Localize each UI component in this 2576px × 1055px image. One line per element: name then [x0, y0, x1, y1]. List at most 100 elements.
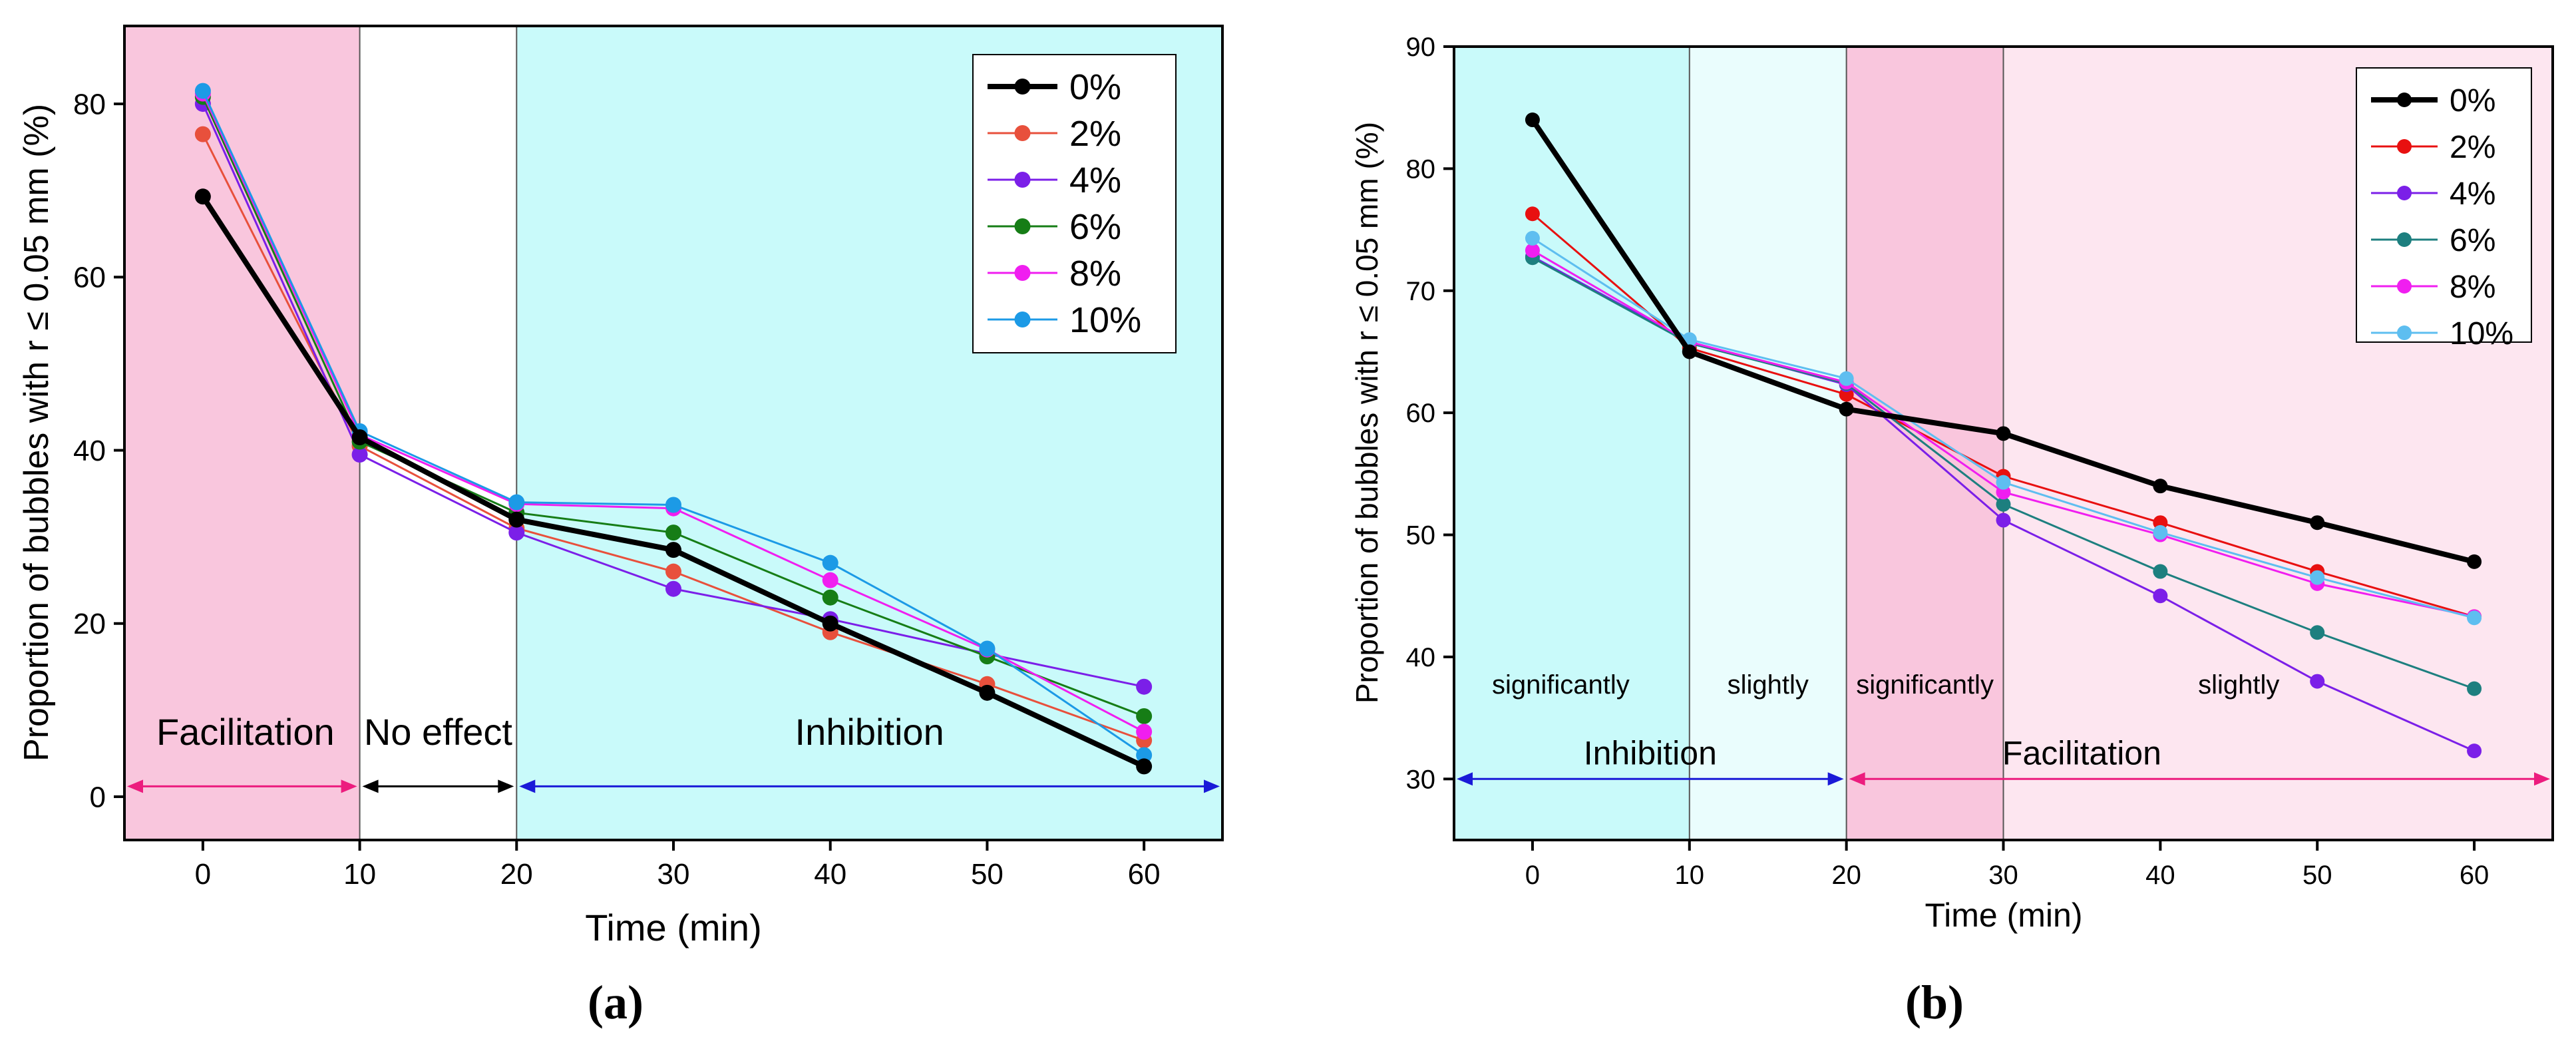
axis-ticks: 0 10 20 30 40 50 60 30 40 50 60 70 80 90 [1406, 33, 2489, 890]
x-tick-label: 50 [971, 858, 1004, 891]
legend-marker-10pct [1014, 312, 1031, 327]
data-point-10pct [1996, 475, 2011, 490]
x-tick-label: 10 [343, 858, 376, 891]
x-tick-label: 20 [1831, 861, 1861, 890]
legend-box [2356, 67, 2532, 343]
y-tick-label: 90 [1406, 33, 1436, 62]
data-point-0pct [1996, 426, 2011, 441]
data-point-2pct [194, 126, 211, 142]
legend-box [972, 54, 1177, 353]
data-point-10pct [1136, 747, 1153, 763]
arrow-head-left [127, 779, 143, 793]
data-point-0pct [1136, 758, 1153, 775]
annotation-slightly-inhibition: slightly [1728, 670, 1809, 700]
data-point-0pct [508, 511, 525, 528]
x-tick-label: 0 [1525, 861, 1540, 890]
data-point-10pct [1839, 371, 1854, 386]
legend-marker-0pct [2397, 93, 2412, 107]
y-tick-label: 70 [1406, 277, 1436, 306]
x-tick-label: 0 [195, 858, 211, 891]
data-point-0pct [822, 615, 838, 632]
data-point-6pct [1136, 708, 1153, 724]
region-1 [359, 26, 517, 840]
data-point-2pct [665, 563, 681, 580]
data-point-0pct [665, 542, 681, 558]
region-0 [1454, 47, 1690, 840]
axis-ticks: 0 10 20 30 40 50 60 0 20 40 60 80 [73, 88, 1161, 891]
legend-marker-2pct [2397, 139, 2412, 154]
data-point-10pct [822, 554, 838, 571]
annotation-significantly-inhibition: significantly [1492, 670, 1630, 700]
y-axis-label: Proportion of bubbles with r ≤ 0.05 mm (… [17, 104, 56, 761]
annotation-slightly-facilitation: slightly [2198, 670, 2279, 700]
chart-panel-a: 0 10 20 30 40 50 60 0 20 40 60 80 Facilitation No e… [17, 25, 1224, 1029]
plot-frame [123, 25, 1224, 841]
legend-label-6pct: 6% [1069, 207, 1121, 247]
y-tick-label: 60 [1406, 399, 1436, 428]
x-tick-label: 40 [814, 858, 846, 891]
series-lines [1525, 112, 2482, 759]
arrow-head-right [1827, 772, 1844, 786]
arrow-head-left [519, 779, 536, 793]
legend-label-10pct: 10% [2450, 316, 2513, 351]
legend-label-8pct: 8% [2450, 270, 2495, 305]
data-point-4pct [351, 447, 368, 463]
y-tick-label: 30 [1406, 765, 1436, 794]
plot-frame [1453, 45, 2554, 841]
data-point-4pct [508, 525, 525, 541]
y-tick-label: 80 [1406, 154, 1436, 184]
legend: 0% 2% 4% 6% 8% 10% [2356, 67, 2532, 351]
legend-marker-10pct [2397, 325, 2412, 340]
data-point-6pct [1996, 497, 2011, 512]
y-tick-label: 60 [73, 262, 106, 294]
x-tick-label: 30 [1988, 861, 2018, 890]
data-point-6pct [2310, 625, 2325, 640]
region-1 [1689, 47, 1847, 840]
arrow-head-right [2534, 772, 2550, 786]
x-tick-label: 40 [2145, 861, 2175, 890]
x-axis-label: Time (min) [1925, 897, 2082, 934]
data-point-10pct [2153, 525, 2168, 540]
data-point-4pct [665, 580, 681, 597]
arrow-head-right [341, 779, 357, 793]
legend-label-6pct: 6% [2450, 223, 2495, 258]
data-point-8pct [822, 572, 838, 588]
data-point-10pct [2310, 570, 2325, 585]
data-point-6pct [2467, 681, 2482, 696]
legend-marker-2pct [1014, 125, 1031, 141]
legend-marker-6pct [2397, 232, 2412, 247]
legend-marker-6pct [1014, 218, 1031, 234]
legend-label-4pct: 4% [1069, 160, 1121, 200]
data-point-4pct [2310, 674, 2325, 689]
x-axis-label: Time (min) [585, 907, 761, 949]
data-point-4pct [1996, 513, 2011, 528]
effect-arrows [127, 779, 1220, 793]
data-point-4pct [1136, 678, 1153, 695]
panel-label: (a) [588, 976, 644, 1029]
data-point-10pct [665, 497, 681, 513]
data-point-0pct [194, 188, 211, 205]
arrow-head-left [362, 779, 379, 793]
series-lines [194, 83, 1153, 775]
data-point-0pct [2310, 515, 2325, 530]
y-tick-label: 40 [73, 435, 106, 467]
x-tick-label: 50 [2302, 861, 2332, 890]
data-point-2pct [1525, 206, 1540, 222]
data-point-0pct [351, 429, 368, 446]
data-point-0pct [979, 684, 996, 701]
panel-label: (b) [1905, 976, 1964, 1029]
y-tick-label: 50 [1406, 521, 1436, 550]
arrow-head-left [1457, 772, 1473, 786]
data-point-0pct [2467, 554, 2482, 569]
effect-arrows [1457, 772, 2550, 786]
x-tick-label: 10 [1675, 861, 1705, 890]
data-point-6pct [665, 525, 681, 541]
legend-marker-4pct [2397, 186, 2412, 200]
data-point-10pct [2467, 610, 2482, 626]
y-axis-label: Proportion of bubbles with r ≤ 0.05 mm (… [1350, 122, 1384, 704]
data-point-4pct [2153, 588, 2168, 604]
data-point-10pct [1525, 230, 1540, 246]
data-point-0pct [1839, 401, 1854, 417]
x-tick-label: 60 [2460, 861, 2489, 890]
y-tick-label: 20 [73, 608, 106, 640]
